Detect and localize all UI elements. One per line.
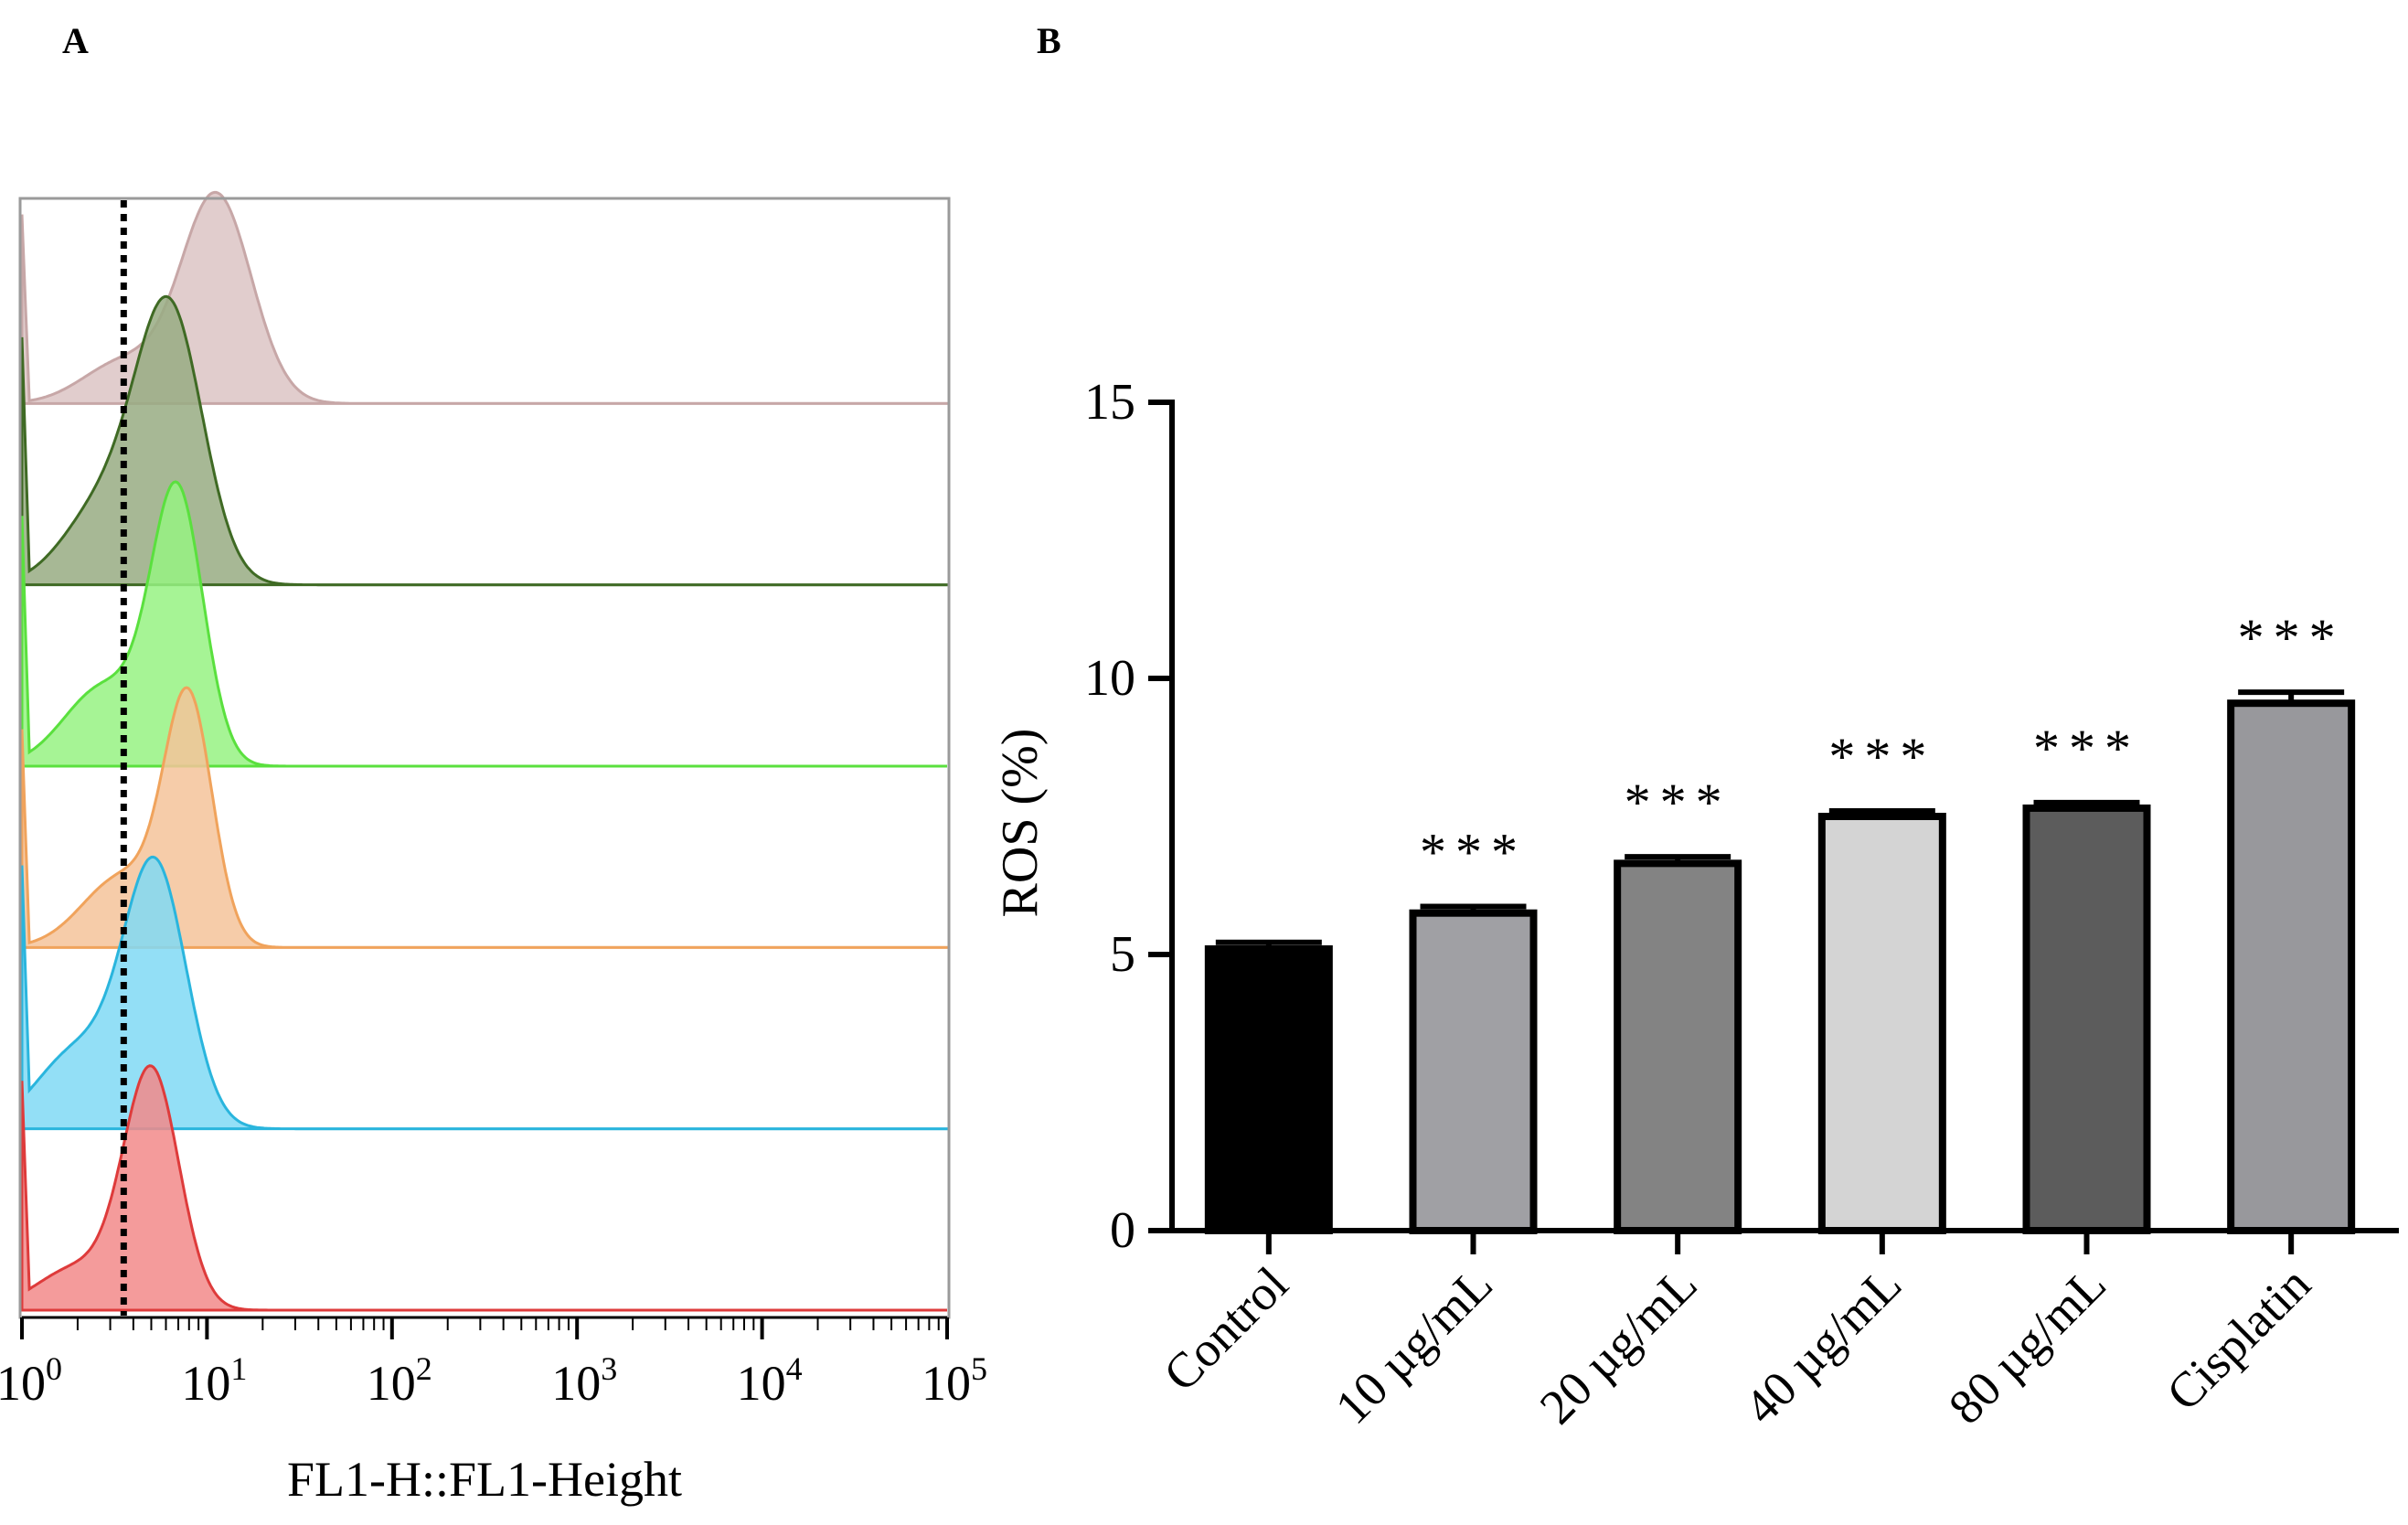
bar	[2227, 699, 2356, 1234]
histogram-traces	[20, 190, 949, 1312]
histogram-trace	[20, 294, 949, 587]
histogram-x-axis: 100 101 102 103 104 105	[0, 1316, 987, 1411]
histogram-tick-label: 101	[181, 1350, 247, 1411]
histogram-trace	[20, 855, 949, 1131]
bar-series: *** *** *** *** ***	[1204, 608, 2356, 1235]
histogram-tick-label: 102	[367, 1350, 432, 1411]
bar	[1204, 944, 1333, 1234]
x-tick-label: 20 µg/mL	[1529, 1256, 1708, 1434]
x-tick-label: Cisplatin	[2156, 1256, 2320, 1421]
bar	[1614, 859, 1742, 1235]
histogram-tick-label: 103	[551, 1350, 617, 1411]
histogram-trace	[20, 686, 949, 949]
y-tick-label: 15	[1084, 374, 1135, 431]
x-tick-label: 40 µg/mL	[1733, 1256, 1912, 1434]
significance-marker: ***	[1625, 773, 1731, 832]
y-tick-label: 10	[1084, 650, 1135, 707]
y-tick-label: 5	[1110, 926, 1135, 983]
histogram-tick-label: 104	[737, 1350, 803, 1411]
histogram-trace	[20, 1064, 947, 1312]
histogram-x-label: FL1-H::FL1-Height	[287, 1452, 682, 1507]
significance-marker: ***	[2238, 608, 2345, 667]
histogram-tick-label: 100	[0, 1350, 62, 1411]
bar	[1817, 813, 1946, 1234]
panel-a-label: A	[62, 20, 89, 61]
significance-marker: ***	[2033, 719, 2140, 778]
significance-marker: ***	[1420, 822, 1527, 881]
histogram-panel: 100 101 102 103 104 105 FL1-H::FL1-Height	[0, 190, 987, 1507]
histogram-trace	[20, 480, 947, 768]
bar-y-label: ROS (%)	[992, 729, 1049, 918]
x-tick-label: 10 µg/mL	[1325, 1256, 1503, 1434]
bar-chart-panel: *** *** *** *** *** Control 10 µg/mL 20 µg/mL 4…	[992, 374, 2399, 1434]
x-tick-label: 80 µg/mL	[1938, 1256, 2116, 1434]
bar	[1409, 909, 1538, 1234]
histogram-trace	[20, 190, 949, 405]
x-tick-label: Control	[1153, 1256, 1298, 1402]
y-tick-label: 0	[1110, 1202, 1135, 1259]
histogram-tick-label: 105	[922, 1350, 987, 1411]
significance-marker: ***	[1828, 727, 1935, 786]
panel-b-label: B	[1037, 20, 1061, 61]
bar	[2022, 804, 2151, 1234]
